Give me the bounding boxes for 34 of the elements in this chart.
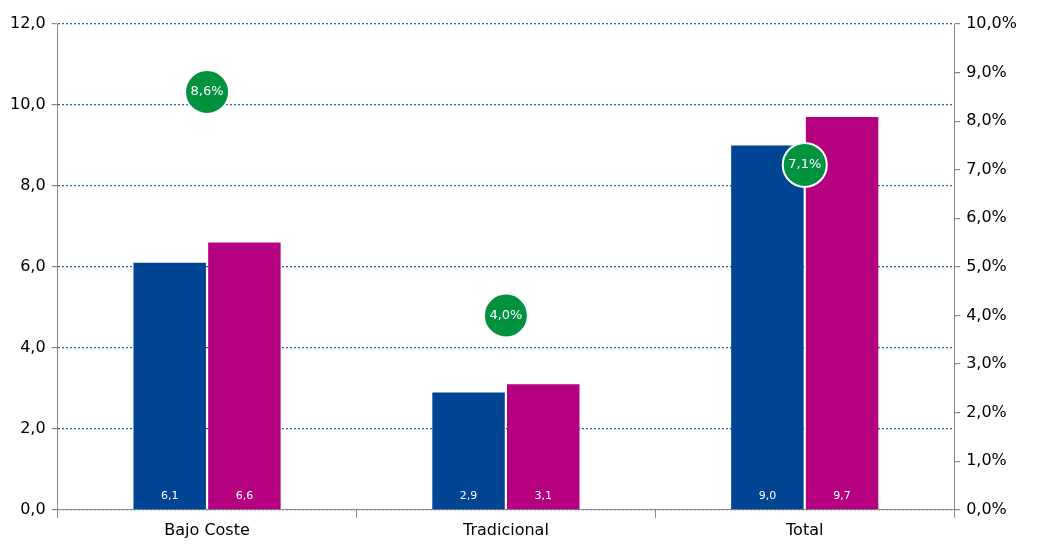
y-tick-label: 2,0: [20, 417, 46, 437]
data-label: 6,1: [160, 489, 179, 503]
y-tick-label: 10,0: [10, 94, 46, 114]
data-label: 4,0%: [489, 306, 523, 322]
y-tick-label: 0,0: [20, 498, 46, 518]
y-tick-label: 12,0: [10, 13, 46, 33]
x-tick-label: Bajo Coste: [164, 519, 250, 539]
y2-tick-label: 5,0%: [966, 256, 1007, 276]
y2-tick-label: 7,0%: [966, 158, 1007, 178]
y2-tick-label: 2,0%: [966, 401, 1007, 421]
y2-tick-label: 3,0%: [966, 353, 1007, 373]
data-label: 8,6%: [190, 83, 224, 99]
data-label: 9,0: [758, 489, 777, 503]
bar: [208, 242, 281, 510]
bar: [133, 262, 206, 510]
y-tick-label: 6,0: [20, 256, 46, 276]
y2-tick-label: 9,0%: [966, 61, 1007, 81]
y2-tick-label: 6,0%: [966, 207, 1007, 227]
data-label: 2,9: [459, 489, 478, 503]
y2-tick-label: 8,0%: [966, 110, 1007, 130]
bar: [507, 384, 580, 510]
y2-tick-label: 10,0%: [966, 13, 1017, 33]
x-tick-label: Total: [785, 519, 824, 539]
y2-tick-label: 1,0%: [966, 450, 1007, 470]
data-label: 3,1: [534, 489, 552, 503]
data-label: 9,7: [833, 489, 851, 503]
bar: [432, 392, 505, 510]
x-tick-label: Tradicional: [461, 519, 549, 539]
y-tick-label: 4,0: [20, 337, 46, 357]
y2-tick-label: 0,0%: [966, 498, 1007, 518]
data-label: 7,1%: [788, 156, 822, 172]
y-tick-label: 8,0: [20, 175, 46, 195]
y2-tick-label: 4,0%: [966, 304, 1007, 324]
data-label: 6,6: [235, 489, 254, 503]
